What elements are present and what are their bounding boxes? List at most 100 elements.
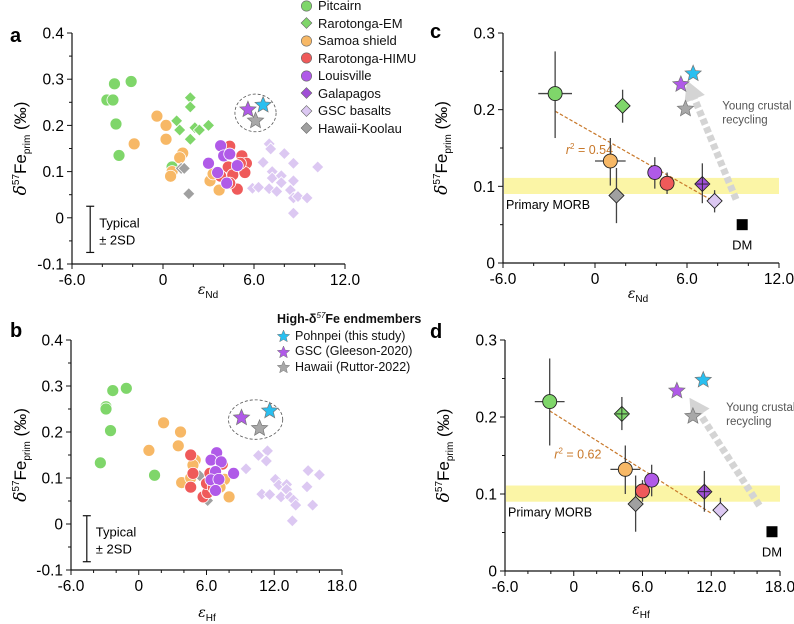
point-gsc-basalts — [274, 176, 288, 190]
point-gsc-basalts — [286, 206, 300, 220]
legend-item-hawaii-koolau: Hawaii-Koolau — [300, 120, 416, 138]
mean-gsc-basalts — [706, 190, 723, 213]
x-axis-label-main: ε — [628, 286, 636, 302]
legend-endmembers: High-δ57Fe endmembers Pohnpei (this stud… — [276, 308, 421, 375]
mean-louisville — [647, 157, 663, 189]
point-hawaii-koolau — [182, 187, 196, 201]
mean-rarotonga-em — [614, 89, 631, 123]
typical-error-label: Typical — [99, 215, 140, 230]
y-tick-label: 0.1 — [41, 471, 63, 488]
typical-error-label: Typical — [96, 525, 137, 540]
mean-point-pitcairn — [547, 86, 563, 102]
x-tick-label: 12.0 — [696, 579, 727, 596]
trend-line — [549, 410, 712, 514]
mean-pitcairn — [538, 51, 572, 139]
x-tick-label: -6.0 — [492, 579, 519, 596]
mean-louisville — [644, 464, 660, 497]
series-gsc-gleeson-2020 — [238, 100, 257, 118]
point-rarotonga-himu — [184, 448, 198, 462]
diamond-marker-icon — [300, 17, 314, 30]
series-louisville — [204, 446, 241, 497]
x-tick-label: 12.0 — [330, 272, 361, 289]
series-pohnpei-this-study — [260, 401, 279, 419]
point-louisville — [230, 159, 244, 172]
point-gsc-basalts — [274, 490, 288, 504]
point-gsc-basalts — [300, 191, 314, 205]
mean-point-rarotonga-himu — [635, 483, 650, 499]
y-axis-label-sub: prim — [22, 135, 33, 154]
diamond-marker-icon — [300, 87, 314, 100]
endmember-ellipse — [228, 399, 284, 440]
legend-label: Pitcairn — [318, 0, 362, 13]
point-rarotonga-em — [173, 123, 187, 137]
point-pohnpei-this-study — [260, 401, 279, 419]
x-axis-label: εNd — [198, 282, 218, 301]
y-axis-label: δ57Feprim (‰) — [434, 409, 456, 503]
y-tick-label: 0.2 — [473, 102, 495, 119]
x-tick-label: 6.0 — [196, 578, 218, 595]
point-gsc-basalts — [251, 448, 266, 463]
x-tick-label: -6.0 — [490, 271, 517, 288]
mean-point-louisville — [647, 165, 663, 180]
legend-label: GSC basalts — [318, 103, 391, 118]
point-rarotonga-em — [201, 118, 216, 132]
y-tick-label: 0.1 — [473, 179, 495, 196]
point-gsc-basalts — [311, 160, 325, 174]
x-axis-label: εHf — [632, 602, 650, 621]
point-louisville — [223, 147, 237, 161]
series-gsc-basalts — [245, 137, 325, 220]
point-louisville — [202, 156, 215, 170]
x-tick-label: 6.0 — [676, 271, 698, 288]
point-gsc-basalts — [239, 462, 253, 476]
point-hawaii-ruttor-2022 — [246, 111, 265, 129]
r-squared-value: = 0.54 — [574, 143, 613, 157]
mean-point-gsc-basalts — [712, 502, 729, 519]
point-gsc-basalts — [270, 184, 284, 199]
point-samoa-shield — [142, 443, 156, 457]
y-axis-label-sup: 57 — [11, 480, 22, 492]
y-tick-label: 0.2 — [42, 118, 64, 135]
mean-point-louisville — [644, 472, 660, 488]
mean-point-samoa-shield — [617, 461, 633, 477]
y-axis-label-delta: δ — [11, 492, 31, 502]
series-louisville — [202, 139, 244, 190]
recycling-label: Young crustal — [722, 101, 791, 113]
mean-point-samoa-shield — [602, 153, 618, 169]
point-samoa-shield — [222, 490, 236, 504]
dm-square — [736, 219, 748, 231]
mean-point-pitcairn — [542, 394, 558, 410]
y-tick-label: -0.1 — [37, 257, 64, 274]
panel-label: b — [10, 320, 22, 342]
series-rarotonga-em — [170, 91, 216, 146]
r-squared-label: r2 = 0.62 — [554, 447, 601, 462]
point-samoa-shield — [164, 169, 177, 183]
y-axis-label-unit: (‰) — [11, 408, 30, 441]
point-gsc-basalts — [301, 464, 315, 478]
morb-band-label: Primary MORB — [508, 506, 592, 520]
legend-item-louisville: Louisville — [300, 67, 416, 85]
point-gsc-basalts — [259, 454, 273, 468]
point-samoa-shield — [127, 137, 141, 151]
y-tick-label: 0.3 — [41, 379, 63, 396]
point-samoa-shield — [159, 119, 173, 132]
point-louisville — [209, 484, 222, 497]
point-gsc-basalts — [251, 180, 266, 194]
point-gsc-basalts — [300, 480, 314, 494]
point-gsc-basalts — [263, 487, 277, 502]
series-hawaii-ruttor-2022 — [250, 418, 269, 436]
star-marker-icon — [276, 360, 291, 374]
y-axis-label: δ57Feprim (‰) — [432, 101, 454, 195]
star-marker-icon — [276, 329, 291, 343]
legend-item-gsc-gleeson-2020: GSC (Gleeson-2020) — [276, 344, 421, 360]
x-axis-label-main: ε — [632, 602, 640, 618]
x-axis-label-sub: Hf — [640, 610, 650, 621]
legend-label: Louisville — [318, 68, 372, 83]
y-axis-label-unit: (‰) — [432, 101, 451, 134]
star-pohnpei-this-study — [684, 64, 703, 82]
circle-marker-icon — [300, 52, 314, 64]
point-gsc-basalts — [306, 498, 320, 512]
r-squared-sup: 2 — [570, 142, 575, 151]
circle-marker-icon — [300, 35, 314, 47]
point-pitcairn — [112, 149, 126, 162]
